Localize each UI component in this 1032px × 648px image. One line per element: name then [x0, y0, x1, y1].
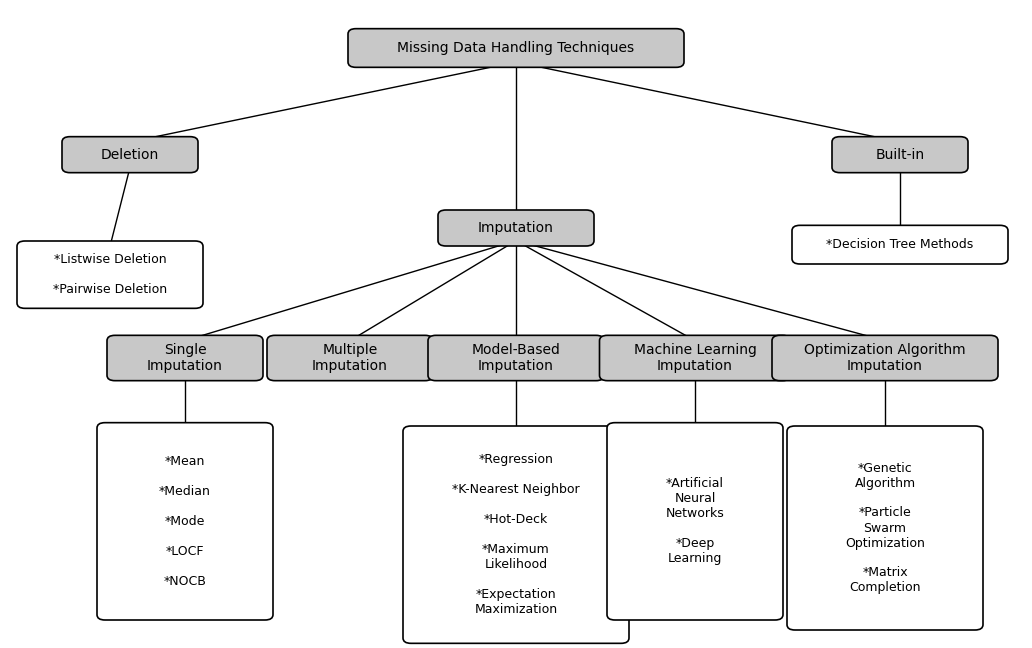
Text: *Decision Tree Methods: *Decision Tree Methods [827, 238, 973, 251]
FancyBboxPatch shape [404, 426, 628, 643]
Text: *Mean

*Median

*Mode

*LOCF

*NOCB: *Mean *Median *Mode *LOCF *NOCB [159, 455, 211, 588]
FancyBboxPatch shape [772, 335, 998, 380]
FancyBboxPatch shape [832, 137, 968, 172]
Text: Model-Based
Imputation: Model-Based Imputation [472, 343, 560, 373]
FancyBboxPatch shape [600, 335, 791, 380]
FancyBboxPatch shape [792, 226, 1008, 264]
Text: Machine Learning
Imputation: Machine Learning Imputation [634, 343, 756, 373]
Text: Single
Imputation: Single Imputation [148, 343, 223, 373]
Text: Optimization Algorithm
Imputation: Optimization Algorithm Imputation [804, 343, 966, 373]
Text: Missing Data Handling Techniques: Missing Data Handling Techniques [397, 41, 635, 55]
Text: Multiple
Imputation: Multiple Imputation [312, 343, 388, 373]
Text: Imputation: Imputation [478, 221, 554, 235]
FancyBboxPatch shape [438, 210, 594, 246]
Text: Built-in: Built-in [875, 148, 925, 161]
FancyBboxPatch shape [107, 335, 263, 380]
FancyBboxPatch shape [428, 335, 604, 380]
Text: *Regression

*K-Nearest Neighbor

*Hot-Deck

*Maximum
Likelihood

*Expectation
M: *Regression *K-Nearest Neighbor *Hot-Dec… [452, 453, 580, 616]
Text: Deletion: Deletion [101, 148, 159, 161]
FancyBboxPatch shape [267, 335, 433, 380]
Text: *Listwise Deletion

*Pairwise Deletion: *Listwise Deletion *Pairwise Deletion [53, 253, 167, 296]
Text: *Artificial
Neural
Networks

*Deep
Learning: *Artificial Neural Networks *Deep Learni… [666, 478, 724, 565]
FancyBboxPatch shape [787, 426, 983, 630]
FancyBboxPatch shape [348, 29, 684, 67]
Text: *Genetic
Algorithm

*Particle
Swarm
Optimization

*Matrix
Completion: *Genetic Algorithm *Particle Swarm Optim… [845, 461, 925, 594]
FancyBboxPatch shape [97, 422, 273, 620]
FancyBboxPatch shape [607, 422, 783, 620]
FancyBboxPatch shape [62, 137, 198, 172]
FancyBboxPatch shape [17, 241, 203, 308]
